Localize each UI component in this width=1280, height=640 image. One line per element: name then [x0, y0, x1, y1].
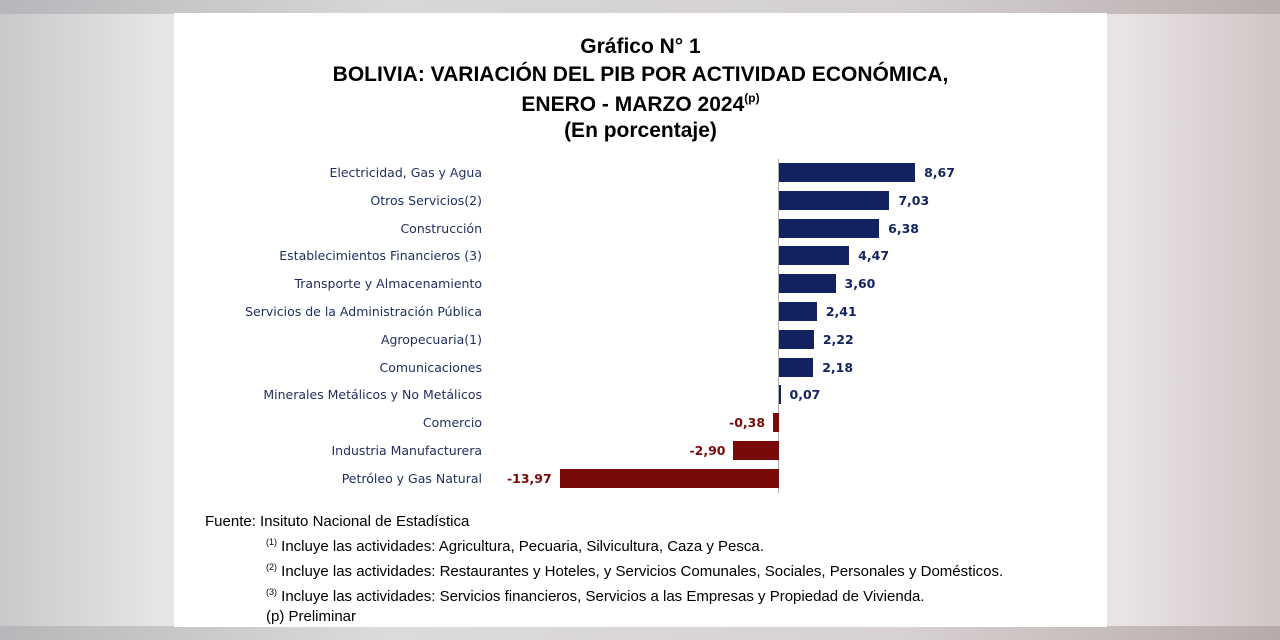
footnote-2-mark: (2) — [266, 562, 277, 572]
chart-period-text: ENERO - MARZO 2024 — [521, 93, 745, 116]
bar — [779, 190, 890, 210]
value-label: 2,22 — [822, 331, 854, 347]
category-label: Comercio — [422, 415, 482, 431]
value-label: 8,67 — [924, 165, 955, 180]
bar — [733, 441, 779, 460]
category-label: Industria Manufacturera — [331, 443, 482, 458]
notes-block: Fuente: Insituto Nacional de Estadística… — [205, 512, 1003, 627]
footnote-2: (2) Incluye las actividades: Restaurante… — [205, 557, 1003, 582]
category-label: Servicios de la Administración Pública — [245, 304, 482, 319]
chart-period: ENERO - MARZO 2024(p) — [174, 91, 1107, 117]
zero-axis-line — [778, 159, 779, 493]
value-label: 2,41 — [825, 304, 857, 319]
category-label: Otros Servicios(2) — [370, 192, 482, 208]
chart-unit: (En porcentaje) — [564, 119, 717, 142]
bar — [779, 163, 916, 182]
value-label: 2,18 — [822, 359, 854, 375]
bar — [779, 274, 836, 294]
bar — [779, 218, 880, 238]
bar — [773, 413, 779, 433]
bar — [779, 302, 817, 321]
footnote-3-mark: (3) — [266, 587, 277, 597]
footnote-2-text: Incluye las actividades: Restaurantes y … — [281, 563, 1004, 580]
chart-number: Gráfico N° 1 — [580, 35, 701, 58]
footnote-1-text: Incluye las actividades: Agricultura, Pe… — [281, 538, 764, 555]
value-label: 4,47 — [858, 248, 890, 264]
bar — [779, 357, 814, 377]
source-note: Fuente: Insituto Nacional de Estadística — [205, 513, 470, 530]
preliminary-note: (p) Preliminar — [266, 608, 357, 625]
value-label: -0,38 — [729, 415, 766, 431]
value-label: -13,97 — [506, 470, 552, 486]
footnote-3: (3) Incluye las actividades: Servicios f… — [205, 582, 1003, 607]
footnote-3-text: Incluye las actividades: Servicios finan… — [281, 588, 925, 605]
category-label: Establecimientos Financieros (3) — [279, 248, 482, 264]
category-label: Construcción — [400, 220, 482, 236]
background-top-strip — [0, 0, 1280, 14]
category-label: Minerales Metálicos y No Metálicos — [263, 387, 482, 403]
chart-title: BOLIVIA: VARIACIÓN DEL PIB POR ACTIVIDAD… — [332, 63, 949, 86]
category-label: Petróleo y Gas Natural — [341, 470, 482, 486]
category-label: Transporte y Almacenamiento — [294, 276, 482, 292]
footnote-1: (1) Incluye las actividades: Agricultura… — [205, 532, 1003, 557]
category-label: Comunicaciones — [379, 359, 482, 375]
value-label: -2,90 — [689, 443, 726, 458]
value-label: 3,60 — [844, 276, 876, 292]
bar — [779, 246, 850, 266]
value-label: 7,03 — [898, 192, 930, 208]
background-bottom-strip — [0, 626, 1280, 640]
bar — [779, 329, 814, 349]
value-label: 0,07 — [789, 387, 821, 403]
category-label: Agropecuaria(1) — [380, 331, 482, 347]
footnote-1-mark: (1) — [266, 537, 277, 547]
chart-period-superscript: (p) — [744, 91, 760, 105]
category-label: Electricidad, Gas y Agua — [329, 165, 482, 180]
value-label: 6,38 — [888, 220, 919, 236]
bar — [559, 468, 779, 488]
bar — [779, 385, 781, 405]
chart-card: Gráfico N° 1 BOLIVIA: VARIACIÓN DEL PIB … — [174, 13, 1107, 627]
